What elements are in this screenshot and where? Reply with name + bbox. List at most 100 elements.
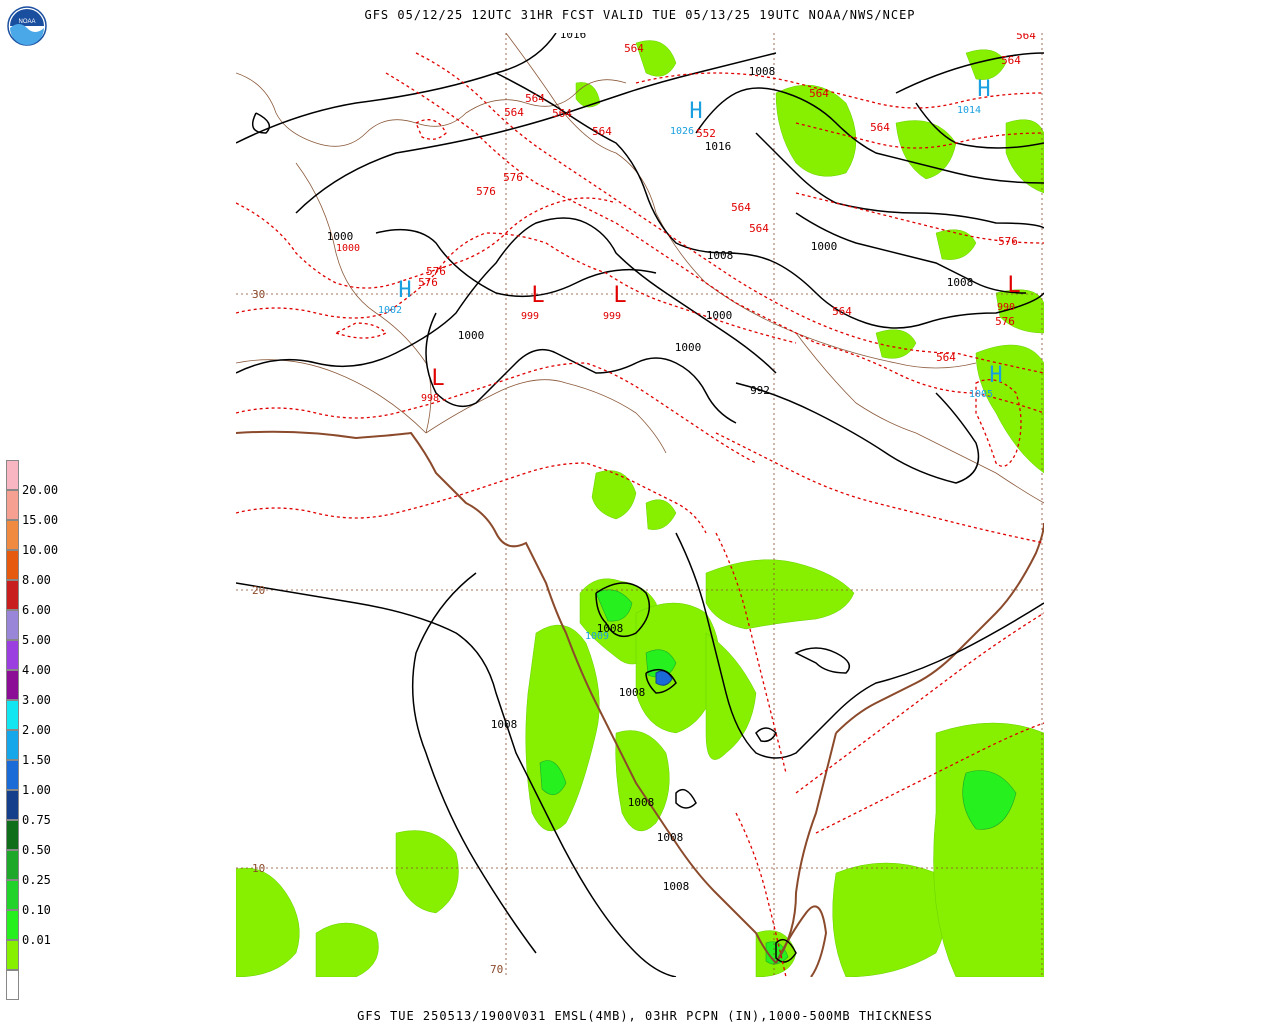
precip-area <box>895 120 957 180</box>
legend-label: 0.25 <box>22 873 51 887</box>
precip-area <box>591 470 637 520</box>
thickness-label: 564 <box>1016 33 1036 42</box>
precip-core <box>962 770 1017 830</box>
noaa-logo: NOAA <box>7 6 47 46</box>
isobar-label: 1008 <box>491 718 518 731</box>
isobar-label: 1008 <box>597 622 624 635</box>
thickness-label: 576 <box>995 315 1015 328</box>
map-title: GFS 05/12/25 12UTC 31HR FCST VALID TUE 0… <box>364 8 916 22</box>
low-letter: L <box>1007 273 1020 298</box>
high-value: 1014 <box>957 105 981 116</box>
legend-swatch <box>6 520 19 550</box>
isobar-label: 1016 <box>705 140 732 153</box>
thickness-label: 564 <box>592 125 612 138</box>
isobar-labels: 1016 1008 1016 1000 1000 1008 1000 1000 … <box>327 33 974 893</box>
isobar-label: 1008 <box>707 249 734 262</box>
isobar-label: 1008 <box>749 65 776 78</box>
precip-area <box>705 632 757 760</box>
precip-area <box>236 867 300 977</box>
legend-swatch <box>6 880 19 910</box>
isobar-label: 1000 <box>327 230 354 243</box>
precip-area <box>645 499 677 530</box>
legend-label: 8.00 <box>22 573 51 587</box>
thickness-label: 564 <box>624 42 644 55</box>
high-letter: H <box>689 99 702 124</box>
thickness-label: 576 <box>418 276 438 289</box>
thickness-label: 576 <box>998 235 1018 248</box>
thickness-lines <box>236 52 1044 977</box>
legend-swatch <box>6 700 19 730</box>
precip-area <box>975 344 1044 474</box>
high-value: 1026 <box>670 126 694 137</box>
legend-label: 4.00 <box>22 663 51 677</box>
precip-area <box>315 922 379 977</box>
legend-label: 6.00 <box>22 603 51 617</box>
legend-label: 3.00 <box>22 693 51 707</box>
isobar-label: 1000 <box>706 309 733 322</box>
isobar-label: 1008 <box>628 796 655 809</box>
legend-swatch <box>6 940 19 970</box>
legend-swatch <box>6 850 19 880</box>
low-letter: L <box>431 366 444 391</box>
legend-label: 1.50 <box>22 753 51 767</box>
precip-core <box>539 760 567 796</box>
precip-legend: 20.00 15.00 10.00 8.00 6.00 5.00 4.00 3.00 2.00 1… <box>6 460 58 1000</box>
legend-swatch <box>6 910 19 940</box>
legend-swatch <box>6 970 19 1000</box>
legend-label: 0.10 <box>22 903 51 917</box>
legend-swatch <box>6 610 19 640</box>
high-value: 1002 <box>378 305 402 316</box>
legend-swatch <box>6 730 19 760</box>
precip-area <box>615 730 670 832</box>
thickness-label: 552 <box>696 127 716 140</box>
isobar-label: 1008 <box>619 686 646 699</box>
thickness-labels: 564 564 564 564 564 564 564 552 564 564 … <box>418 33 1036 364</box>
isobar-label: 1008 <box>657 831 684 844</box>
isobar-label: 1000 <box>811 240 838 253</box>
low-letter: L <box>613 283 626 308</box>
high-value: 1009 <box>585 631 609 642</box>
legend-label: 10.00 <box>22 543 59 557</box>
precip-area <box>705 559 855 630</box>
thickness-label: 564 <box>1001 54 1021 67</box>
thickness-label: 564 <box>749 222 769 235</box>
legend-swatch <box>6 670 19 700</box>
legend-label: 5.00 <box>22 633 51 647</box>
precip-area <box>635 40 677 77</box>
lat-label: 20 <box>252 584 265 597</box>
precip-area <box>965 49 1007 80</box>
precip-area <box>525 624 600 832</box>
thickness-label: 564 <box>870 121 890 134</box>
precip-area <box>1005 119 1044 194</box>
legend-swatch <box>6 820 19 850</box>
precip-core <box>595 589 633 622</box>
low-value: 990 <box>997 302 1015 313</box>
legend-label: 0.75 <box>22 813 51 827</box>
isobar-label: 1008 <box>947 276 974 289</box>
lat-label: 10 <box>252 862 265 875</box>
legend-swatch <box>6 580 19 610</box>
thickness-label: 564 <box>832 305 852 318</box>
thickness-label: 564 <box>731 201 751 214</box>
precip-area <box>775 84 857 177</box>
isobar-label: 1008 <box>663 880 690 893</box>
isobars <box>236 33 1044 977</box>
thickness-label: 576 <box>503 171 523 184</box>
legend-label: 1.00 <box>22 783 51 797</box>
thickness-label: 564 <box>936 351 956 364</box>
low-pressure-centers: L 999 L 999 L 998 L 990 1000 <box>336 243 1021 404</box>
thickness-label: 564 <box>504 106 524 119</box>
low-value: 1000 <box>336 243 360 254</box>
thickness-label: 576 <box>476 185 496 198</box>
legend-swatch <box>6 550 19 580</box>
isobar-label: 1000 <box>458 329 485 342</box>
isobar-label: 1000 <box>675 341 702 354</box>
low-value: 998 <box>421 393 439 404</box>
legend-label: 0.50 <box>22 843 51 857</box>
lon-label: 70 <box>490 963 503 976</box>
high-letter: H <box>977 77 990 102</box>
thickness-label: 564 <box>552 107 572 120</box>
isobar-label: 992 <box>750 384 770 397</box>
low-value: 999 <box>521 311 539 322</box>
legend-label: 20.00 <box>22 483 59 497</box>
